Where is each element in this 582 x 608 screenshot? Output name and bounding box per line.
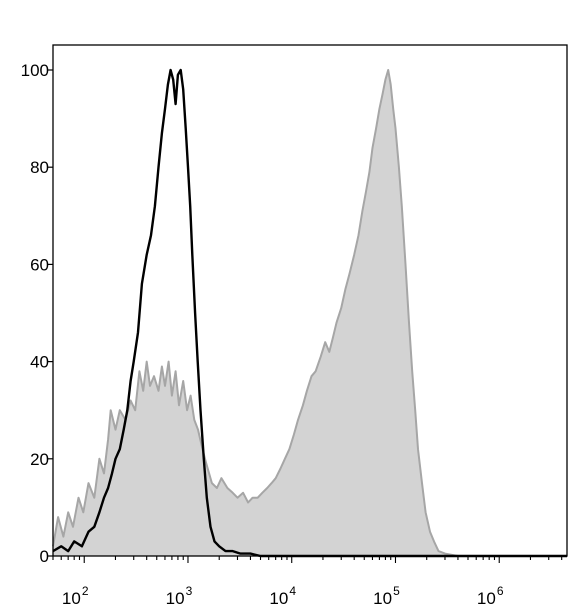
y-tick-label: 80 xyxy=(30,158,49,177)
x-tick-label: 103 xyxy=(166,584,193,608)
series-0-line xyxy=(52,69,567,557)
y-tick-label: 100 xyxy=(21,61,49,80)
y-tick-label: 60 xyxy=(30,255,49,274)
x-axis: 102 103 104 105 106 xyxy=(52,556,563,608)
y-axis: 0 20 40 60 80 100 xyxy=(21,61,53,566)
y-tick-label: 20 xyxy=(30,450,49,469)
x-tick-label: 104 xyxy=(269,584,296,608)
y-tick-label: 0 xyxy=(40,547,49,566)
series-layer xyxy=(52,68,567,558)
series-0-fill xyxy=(53,70,567,556)
x-tick-label: 102 xyxy=(62,584,89,608)
series-1-line xyxy=(52,68,567,558)
plot-frame xyxy=(52,44,568,557)
x-tick-label: 105 xyxy=(373,584,400,608)
x-tick-label: 106 xyxy=(477,584,504,608)
y-tick-label: 40 xyxy=(30,353,49,372)
